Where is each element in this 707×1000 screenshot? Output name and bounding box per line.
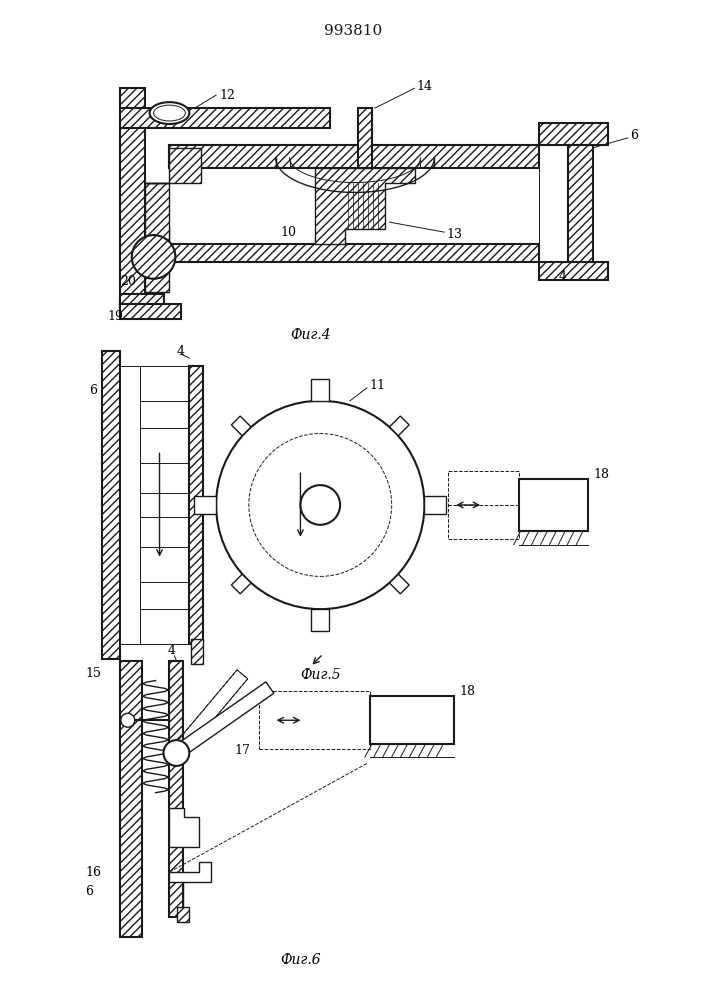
Polygon shape xyxy=(120,304,182,319)
Polygon shape xyxy=(231,574,251,594)
Polygon shape xyxy=(140,366,189,401)
Bar xyxy=(448,471,519,539)
Bar xyxy=(259,691,370,749)
Polygon shape xyxy=(194,496,216,514)
Ellipse shape xyxy=(153,105,185,121)
Text: Фиг.4: Фиг.4 xyxy=(290,328,331,342)
Text: 18: 18 xyxy=(593,468,609,481)
Polygon shape xyxy=(358,108,372,168)
Text: 4: 4 xyxy=(168,644,175,657)
Polygon shape xyxy=(140,609,189,644)
Text: Фиг.5: Фиг.5 xyxy=(300,668,341,682)
Polygon shape xyxy=(424,496,446,514)
Text: 20: 20 xyxy=(120,275,136,288)
Circle shape xyxy=(300,485,340,525)
Polygon shape xyxy=(170,661,183,917)
Polygon shape xyxy=(170,145,539,168)
Text: 18: 18 xyxy=(459,685,475,698)
Polygon shape xyxy=(173,682,274,759)
Polygon shape xyxy=(390,416,409,436)
Polygon shape xyxy=(120,272,165,316)
Polygon shape xyxy=(311,379,329,401)
Text: 6: 6 xyxy=(630,129,638,142)
Polygon shape xyxy=(140,547,189,582)
Polygon shape xyxy=(140,428,189,463)
Text: 15: 15 xyxy=(85,667,101,680)
Polygon shape xyxy=(568,145,593,262)
Text: 10: 10 xyxy=(281,226,296,239)
Polygon shape xyxy=(177,907,189,922)
Polygon shape xyxy=(102,351,120,659)
Polygon shape xyxy=(145,183,170,292)
Polygon shape xyxy=(165,244,539,262)
Polygon shape xyxy=(120,217,170,277)
Polygon shape xyxy=(390,574,409,594)
Ellipse shape xyxy=(150,102,189,124)
Polygon shape xyxy=(170,862,211,882)
Text: 16: 16 xyxy=(85,866,101,879)
Text: 4: 4 xyxy=(177,345,185,358)
Polygon shape xyxy=(145,148,201,183)
Polygon shape xyxy=(311,609,329,631)
Polygon shape xyxy=(192,639,203,664)
Polygon shape xyxy=(189,366,203,644)
Polygon shape xyxy=(539,262,608,280)
Circle shape xyxy=(163,740,189,766)
Text: Фиг.6: Фиг.6 xyxy=(280,953,321,967)
Text: 6: 6 xyxy=(85,885,93,898)
Circle shape xyxy=(132,235,175,279)
Polygon shape xyxy=(120,661,141,937)
Text: 14: 14 xyxy=(416,80,433,93)
Circle shape xyxy=(216,401,424,609)
Polygon shape xyxy=(539,123,608,145)
Polygon shape xyxy=(170,808,199,847)
Polygon shape xyxy=(120,108,330,128)
Text: 6: 6 xyxy=(89,384,97,397)
Text: 13: 13 xyxy=(446,228,462,241)
Polygon shape xyxy=(315,168,414,244)
Polygon shape xyxy=(231,416,251,436)
Polygon shape xyxy=(120,88,145,316)
Polygon shape xyxy=(120,366,140,644)
Circle shape xyxy=(121,713,135,727)
Text: 17: 17 xyxy=(234,744,250,757)
Text: 993810: 993810 xyxy=(324,24,382,38)
Text: 19: 19 xyxy=(107,310,123,323)
Polygon shape xyxy=(120,294,165,316)
Polygon shape xyxy=(140,493,189,517)
Text: 4: 4 xyxy=(559,270,566,283)
Text: 12: 12 xyxy=(219,89,235,102)
Text: 11: 11 xyxy=(370,379,386,392)
Polygon shape xyxy=(370,696,454,744)
Polygon shape xyxy=(519,479,588,531)
